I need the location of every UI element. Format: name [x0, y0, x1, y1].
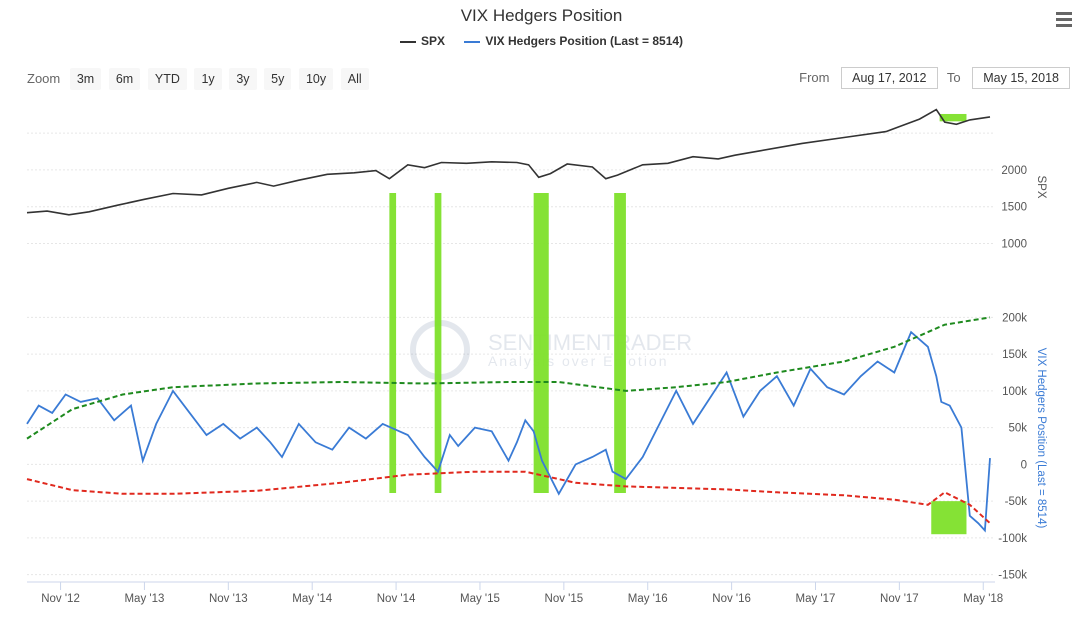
x-tick-label: May '18	[963, 593, 1003, 605]
watermark-name: SENTIMENTRADER	[488, 330, 692, 355]
x-tick-label: Nov '14	[377, 593, 416, 605]
series-lines	[26, 108, 991, 533]
zoom-5y-button[interactable]: 5y	[264, 68, 292, 90]
legend-item-vix-hedgers[interactable]: VIX Hedgers Position (Last = 8514)	[464, 34, 683, 48]
watermark-tagline: Analysis over Emotion	[488, 353, 669, 369]
x-tick-label: Nov '16	[712, 593, 751, 605]
from-label: From	[799, 70, 830, 85]
zoom-3y-button[interactable]: 3y	[229, 68, 257, 90]
highlight-bands	[389, 113, 967, 535]
y-tick-label-vix: -100k	[998, 533, 1027, 545]
date-range: From Aug 17, 2012 To May 15, 2018	[799, 67, 1076, 89]
legend: SPX VIX Hedgers Position (Last = 8514)	[0, 34, 1083, 48]
x-tick-label: May '15	[460, 593, 500, 605]
legend-label-vix-hedgers: VIX Hedgers Position (Last = 8514)	[485, 34, 684, 48]
zoom-label: Zoom	[27, 71, 61, 86]
x-tick-label: Nov '13	[209, 593, 248, 605]
y-tick-label-vix: -150k	[998, 570, 1027, 582]
legend-swatch-vix-hedgers	[464, 40, 481, 43]
y-tick-label-vix: 150k	[1002, 349, 1027, 361]
legend-label-spx: SPX	[420, 34, 445, 48]
x-tick-label: May '13	[124, 593, 164, 605]
y-tick-label-vix: 0	[1021, 459, 1027, 471]
highlight-box	[939, 113, 967, 122]
x-tick-label: May '16	[628, 593, 668, 605]
x-tick-label: May '17	[796, 593, 836, 605]
series-spx-line	[26, 108, 991, 216]
zoom-bar: Zoom 3m 6m YTD 1y 3y 5y 10y All	[27, 68, 373, 90]
y-tick-label-spx: 1000	[1001, 238, 1027, 250]
y-tick-label-vix: 100k	[1002, 386, 1027, 398]
series-lower-band-line	[26, 470, 991, 524]
zoom-all-button[interactable]: All	[340, 68, 369, 90]
zoom-1y-button[interactable]: 1y	[194, 68, 222, 90]
highlight-band	[533, 193, 549, 493]
to-date-input[interactable]: May 15, 2018	[972, 67, 1070, 89]
y-tick-label-spx: 1500	[1001, 202, 1027, 214]
x-axis: Nov '12 May '13 Nov '13 May '14 Nov '14 May '…	[27, 581, 1003, 605]
y-tick-label-vix: -50k	[1005, 496, 1028, 508]
x-tick-label: Nov '15	[545, 593, 584, 605]
y-axis-title-vix: VIX Hedgers Position (Last = 8514)	[1035, 348, 1047, 529]
chart-title: VIX Hedgers Position	[460, 6, 623, 25]
hamburger-menu-icon[interactable]	[1054, 12, 1076, 30]
x-tick-label: May '14	[292, 593, 333, 605]
highlight-band	[614, 193, 626, 493]
series-upper-band-line	[26, 316, 991, 440]
watermark: SENTIMENTRADER Analysis over Emotion	[410, 320, 692, 380]
y-tick-label-spx: 2000	[1001, 165, 1027, 177]
legend-swatch-spx	[399, 40, 416, 43]
highlight-box	[931, 501, 967, 535]
x-tick-label: Nov '12	[41, 593, 80, 605]
from-date-input[interactable]: Aug 17, 2012	[841, 67, 938, 89]
to-label: To	[946, 70, 961, 85]
y-axis-title-spx: SPX	[1035, 175, 1047, 198]
zoom-6m-button[interactable]: 6m	[108, 68, 141, 90]
highlight-band	[389, 193, 397, 493]
y-tick-label-vix: 50k	[1008, 423, 1027, 435]
x-tick-label: Nov '17	[880, 593, 919, 605]
grid-lines	[27, 132, 995, 576]
zoom-10y-button[interactable]: 10y	[298, 68, 334, 90]
legend-item-spx[interactable]: SPX	[399, 34, 445, 48]
series-vix-hedgers-line	[26, 330, 991, 533]
zoom-3m-button[interactable]: 3m	[69, 68, 102, 90]
highlight-band	[434, 193, 442, 493]
zoom-ytd-button[interactable]: YTD	[147, 68, 187, 90]
y-tick-label-vix: 200k	[1002, 312, 1027, 324]
y-axes: 1000 1500 2000 -150k -100k -50k 0 50k 100k 150k 20…	[998, 165, 1047, 582]
